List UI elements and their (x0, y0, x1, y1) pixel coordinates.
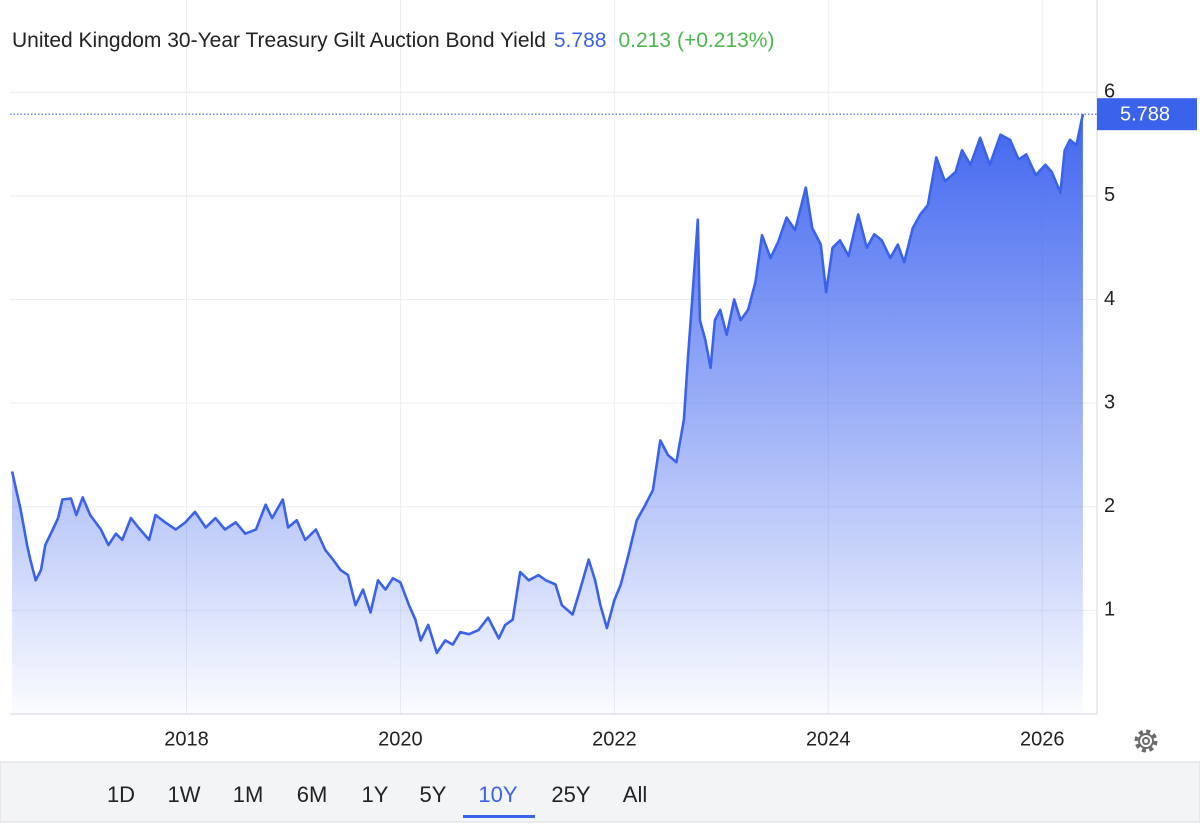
range-button[interactable]: 1D (107, 782, 135, 807)
chart-title: United Kingdom 30-Year Treasury Gilt Auc… (12, 29, 774, 52)
y-tick-label: 2 (1104, 495, 1115, 517)
x-tick-label: 2022 (592, 728, 637, 750)
range-label: 6M (297, 782, 328, 807)
last-value: 5.788 (554, 29, 607, 52)
line (10, 113, 1085, 655)
range-button[interactable]: 5Y (420, 782, 447, 807)
title-text: United Kingdom 30-Year Treasury Gilt Auc… (12, 29, 546, 52)
range-button[interactable]: 1W (168, 782, 201, 807)
gear-ring (1138, 733, 1154, 749)
last-value-label: 5.788 (1120, 103, 1170, 125)
y-tick-label: 3 (1104, 391, 1115, 413)
title-row: United Kingdom 30-Year Treasury Gilt Auc… (12, 29, 774, 52)
range-bar (0, 761, 1200, 823)
x-tick-label: 2020 (378, 728, 423, 750)
range-label: 5Y (420, 782, 447, 807)
range-button[interactable]: 25Y (551, 782, 590, 807)
x-tick-label: 2026 (1020, 728, 1065, 750)
change: 0.213 (618, 29, 671, 52)
gear-teeth (1134, 729, 1158, 753)
range-label: 1W (168, 782, 201, 807)
y-tick-label: 5 (1104, 184, 1115, 206)
plot-area: 1 2 3 4 5 6 2018 2020 2022 2024 2026 5.788 (10, 0, 1197, 750)
range-button[interactable]: 6M (297, 782, 328, 807)
range-button[interactable]: All (623, 782, 647, 807)
range-button[interactable]: 1M (233, 782, 264, 807)
range-label: 10Y (478, 782, 517, 807)
range-label: 25Y (551, 782, 590, 807)
last-value-box (1097, 98, 1197, 131)
change-percent: (+0.213%) (677, 29, 774, 52)
range-label: All (623, 782, 647, 807)
selected-underline (463, 815, 535, 818)
x-tick-label: 2018 (164, 728, 209, 750)
y-tick-label: 4 (1104, 288, 1115, 310)
range-label: 1Y (362, 782, 389, 807)
settings-gear[interactable] (1134, 729, 1158, 753)
range-button[interactable]: 10Y (463, 782, 535, 818)
y-tick-label: 1 (1104, 599, 1115, 621)
range-button[interactable]: 1Y (362, 782, 389, 807)
area-fill (12, 114, 1083, 714)
range-label: 1M (233, 782, 264, 807)
gear-hub (1142, 737, 1150, 745)
y-tick-label: 6 (1104, 81, 1115, 103)
x-tick-label: 2024 (806, 728, 851, 750)
range-label: 1D (107, 782, 135, 807)
